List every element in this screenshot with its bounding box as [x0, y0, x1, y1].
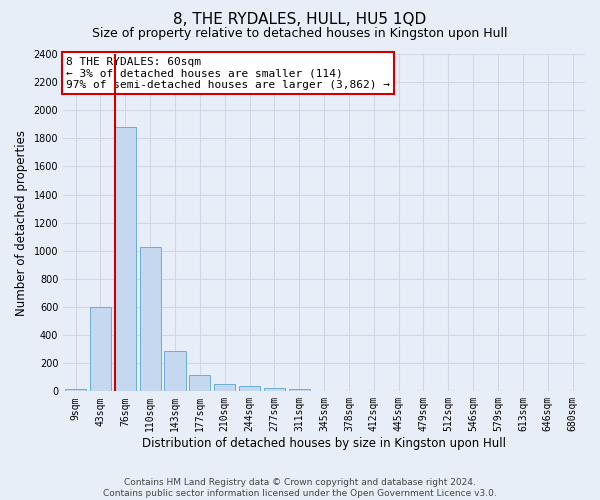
Bar	[140, 246, 161, 392]
Text: Contains HM Land Registry data © Crown copyright and database right 2024.
Contai: Contains HM Land Registry data © Crown c…	[103, 478, 497, 498]
Bar	[214, 384, 235, 392]
X-axis label: Distribution of detached houses by size in Kingston upon Hull: Distribution of detached houses by size …	[142, 437, 506, 450]
Text: 8, THE RYDALES, HULL, HU5 1QD: 8, THE RYDALES, HULL, HU5 1QD	[173, 12, 427, 28]
Y-axis label: Number of detached properties: Number of detached properties	[15, 130, 28, 316]
Bar	[289, 388, 310, 392]
Bar	[90, 307, 111, 392]
Bar	[338, 390, 359, 392]
Bar	[189, 375, 211, 392]
Text: Size of property relative to detached houses in Kingston upon Hull: Size of property relative to detached ho…	[92, 28, 508, 40]
Bar	[239, 386, 260, 392]
Text: 8 THE RYDALES: 60sqm
← 3% of detached houses are smaller (114)
97% of semi-detac: 8 THE RYDALES: 60sqm ← 3% of detached ho…	[66, 57, 390, 90]
Bar	[314, 390, 335, 392]
Bar	[164, 350, 185, 392]
Bar	[363, 390, 385, 392]
Bar	[264, 388, 285, 392]
Bar	[65, 388, 86, 392]
Bar	[115, 127, 136, 392]
